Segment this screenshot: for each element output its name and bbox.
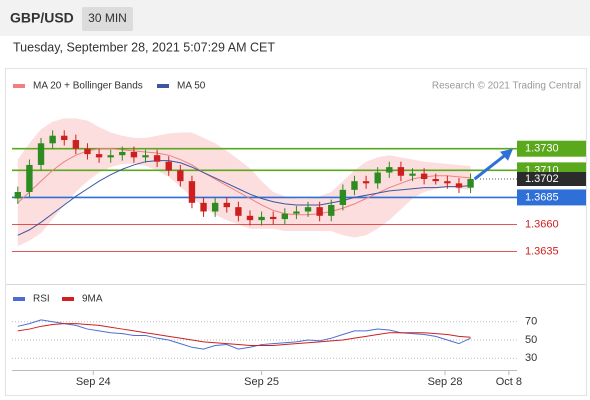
candle-body xyxy=(328,204,335,216)
candle-body xyxy=(84,148,91,155)
legend-swatch xyxy=(62,297,74,301)
candle-body xyxy=(211,202,219,212)
credit: Research © 2021 Trading Central xyxy=(432,81,581,92)
candle-body xyxy=(26,164,33,192)
subtitle: Tuesday, September 28, 2021 5:07:29 AM C… xyxy=(13,40,275,54)
price-label-box xyxy=(517,189,586,206)
price-label: 1.3660 xyxy=(525,218,559,230)
x-tick-label: Sep 24 xyxy=(76,376,111,388)
candle-body xyxy=(119,151,126,156)
candle-body xyxy=(37,143,45,165)
y-tick-label: 70 xyxy=(525,316,537,328)
legend-label: MA 50 xyxy=(177,81,206,92)
candle-body xyxy=(95,154,103,158)
ma-line xyxy=(17,148,471,216)
candle-body xyxy=(455,183,463,188)
candle-body xyxy=(362,181,370,184)
candle-body xyxy=(246,215,254,221)
panel-border xyxy=(5,68,587,396)
candle-body xyxy=(444,181,451,184)
candle-body xyxy=(153,155,161,162)
y-tick-label: 30 xyxy=(525,352,537,364)
price-label: 1.3702 xyxy=(525,173,559,185)
candle-body xyxy=(397,167,405,176)
candle-body xyxy=(281,213,289,220)
x-tick-label: Sep 28 xyxy=(428,376,463,388)
candle-body xyxy=(467,179,474,188)
forecast-arrow xyxy=(473,152,508,181)
legend-label: 9MA xyxy=(82,294,103,305)
x-tick-label: Sep 25 xyxy=(244,376,279,388)
candle-body xyxy=(386,167,393,173)
legend-swatch xyxy=(13,297,25,301)
price-label: 1.3730 xyxy=(525,143,559,155)
candle-body xyxy=(351,181,358,190)
candle-body xyxy=(316,207,323,216)
price-label-box xyxy=(517,172,586,187)
ma-line xyxy=(17,160,471,236)
candle-body xyxy=(200,202,207,212)
y-tick-label: 50 xyxy=(525,334,537,346)
candle-body xyxy=(293,211,300,214)
candle-body xyxy=(432,179,439,182)
candle-body xyxy=(270,216,277,220)
price-label-box xyxy=(517,140,586,157)
candle-body xyxy=(72,140,80,149)
interval-button[interactable] xyxy=(82,7,133,31)
candle-body xyxy=(61,135,68,141)
candle-body xyxy=(258,216,265,221)
symbol: GBP/USD xyxy=(10,10,74,26)
candle-body xyxy=(107,155,114,158)
candle-body xyxy=(374,172,381,184)
legend-label: RSI xyxy=(33,294,50,305)
candle-body xyxy=(339,189,347,205)
candle-body xyxy=(177,170,184,182)
candle-body xyxy=(142,155,149,158)
candle-body xyxy=(420,173,428,180)
candle-body xyxy=(130,151,138,158)
price-label: 1.3635 xyxy=(525,245,559,257)
candle-body xyxy=(235,207,242,216)
candle-body xyxy=(165,161,172,171)
x-tick-label: Oct 8 xyxy=(496,376,522,388)
rsi-line xyxy=(17,319,471,350)
legend-label: MA 20 + Bollinger Bands xyxy=(33,81,143,92)
candle-body xyxy=(49,135,56,144)
price-label: 1.3685 xyxy=(525,191,559,203)
rsi-line xyxy=(17,323,471,346)
legend-swatch xyxy=(157,84,169,88)
candle-body xyxy=(188,181,196,203)
legend-swatch xyxy=(13,84,25,88)
candle-body xyxy=(409,173,416,176)
candle-body xyxy=(304,207,312,212)
interval[interactable]: 30 MIN xyxy=(88,11,127,25)
candle-body xyxy=(14,192,21,199)
candle-body xyxy=(223,202,230,208)
arrow-head xyxy=(500,148,513,161)
